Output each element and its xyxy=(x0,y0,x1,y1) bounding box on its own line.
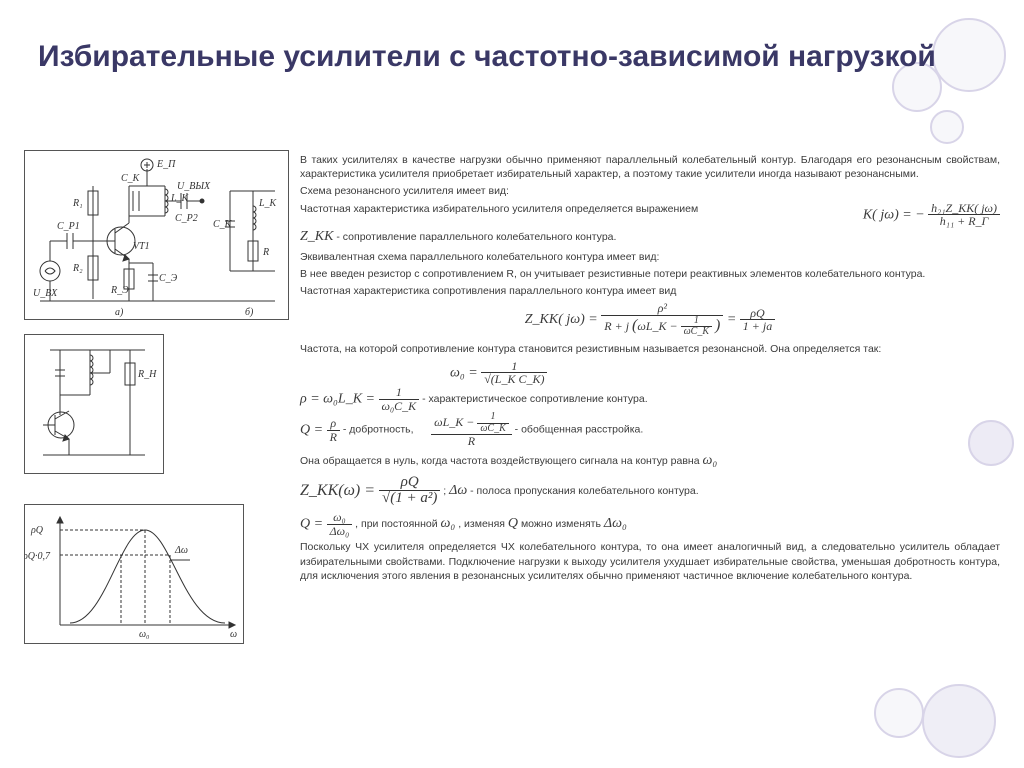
text: , при постоянной xyxy=(355,518,440,530)
paragraph: Она обращается в нуль, когда частота воз… xyxy=(300,452,1000,471)
svg-text:C_K: C_K xyxy=(121,173,141,184)
text: - сопротивление параллельного колебатель… xyxy=(336,231,616,243)
paragraph: Эквивалентная схема параллельного колеба… xyxy=(300,250,1000,264)
schematic-svg: U_ВХ C_P1 R₁ R₂ xyxy=(25,151,290,321)
page-title: Избирательные усилители с частотно-завис… xyxy=(38,40,936,75)
svg-text:а): а) xyxy=(115,307,124,318)
symbol-zkk: Z_KK xyxy=(300,228,333,247)
schematic-resonant-amplifier: U_ВХ C_P1 R₁ R₂ xyxy=(24,150,289,320)
svg-text:E_П: E_П xyxy=(156,159,176,170)
equations-rho-q: ω₀ = 1√(L_K C_K) ρ = ω₀L_K = 1ω₀C_K - ха… xyxy=(300,360,1000,448)
svg-text:Δω: Δω xyxy=(174,545,188,556)
paragraph: В таких усилителях в качестве нагрузки о… xyxy=(300,153,1000,181)
text: , изменяя xyxy=(458,518,508,530)
text: Она обращается в нуль, когда частота воз… xyxy=(300,455,702,467)
svg-text:C_K: C_K xyxy=(213,219,233,230)
svg-text:U_ВХ: U_ВХ xyxy=(33,288,58,299)
svg-text:C_P2: C_P2 xyxy=(175,213,198,224)
svg-text:ω₀: ω₀ xyxy=(139,629,150,640)
schematic-svg: R_Н xyxy=(25,335,165,475)
svg-text:VT1: VT1 xyxy=(133,241,150,252)
plot-svg: ω ρQ ρQ·0,7 ω₀ Δω xyxy=(25,505,245,645)
text: можно изменять xyxy=(521,518,604,530)
symbol-w0: ω₀ xyxy=(702,452,717,471)
paragraph: Частотная характеристика сопротивления п… xyxy=(300,284,1000,298)
text-column: В таких усилителях в качестве нагрузки о… xyxy=(300,150,1000,586)
svg-text:ω: ω xyxy=(230,629,237,640)
svg-text:R₂: R₂ xyxy=(72,263,83,274)
resonance-curve-plot: ω ρQ ρQ·0,7 ω₀ Δω xyxy=(24,504,244,644)
equation-k: K( jω) = − h₂₁Z_KK( jω)h₁₁ + R_Г xyxy=(863,202,1000,228)
paragraph: Поскольку ЧХ усилителя определяется ЧХ к… xyxy=(300,540,1000,583)
paragraph: Z_KK - сопротивление параллельного колеб… xyxy=(300,228,1000,247)
deco-circle xyxy=(922,684,996,758)
paragraph: Частота, на которой сопротивление контур… xyxy=(300,342,1000,356)
svg-text:R: R xyxy=(262,247,269,258)
svg-text:б): б) xyxy=(245,307,254,318)
equation-zkk-mag: Z_KK(ω) = ρQ√(1 + a²) ; Δω - полоса проп… xyxy=(300,475,1000,508)
symbol-dw: Δω xyxy=(449,482,467,501)
schematic-partial-coupling: R_Н xyxy=(24,334,164,474)
svg-text:L_K: L_K xyxy=(258,198,278,209)
deco-circle xyxy=(874,688,924,738)
svg-text:R_Э: R_Э xyxy=(110,285,129,296)
text: - полоса пропускания колебательного конт… xyxy=(470,485,699,497)
svg-text:C_P1: C_P1 xyxy=(57,221,80,232)
svg-text:U_ВЫХ: U_ВЫХ xyxy=(177,181,211,192)
text: Частотная характеристика избирательного … xyxy=(300,203,698,215)
deco-circle xyxy=(930,110,964,144)
equation-zkk-full: Z_KK( jω) = ρ² R + j (ωL_K − 1ωC_K ) = ρ… xyxy=(300,302,1000,338)
svg-text:ρQ·0,7: ρQ·0,7 xyxy=(25,551,51,562)
paragraph: В нее введен резистор с сопротивлением R… xyxy=(300,267,1000,281)
diagrams-column: U_ВХ C_P1 R₁ R₂ xyxy=(24,150,294,658)
svg-text:R₁: R₁ xyxy=(72,198,83,209)
svg-text:ρQ: ρQ xyxy=(30,525,44,536)
paragraph: Схема резонансного усилителя имеет вид: xyxy=(300,184,1000,198)
svg-text:R_Н: R_Н xyxy=(137,369,157,380)
equation-q-bandwidth: Q = ω₀Δω₀ , при постоянной ω₀ , изменяя … xyxy=(300,511,1000,537)
text: - обобщенная расстройка. xyxy=(515,424,644,436)
deco-circle xyxy=(932,18,1006,92)
text: - характеристическое сопротивление конту… xyxy=(422,393,648,405)
text: - добротность, xyxy=(343,424,414,436)
svg-text:C_Э: C_Э xyxy=(159,273,178,284)
paragraph: Частотная характеристика избирательного … xyxy=(300,202,1000,216)
